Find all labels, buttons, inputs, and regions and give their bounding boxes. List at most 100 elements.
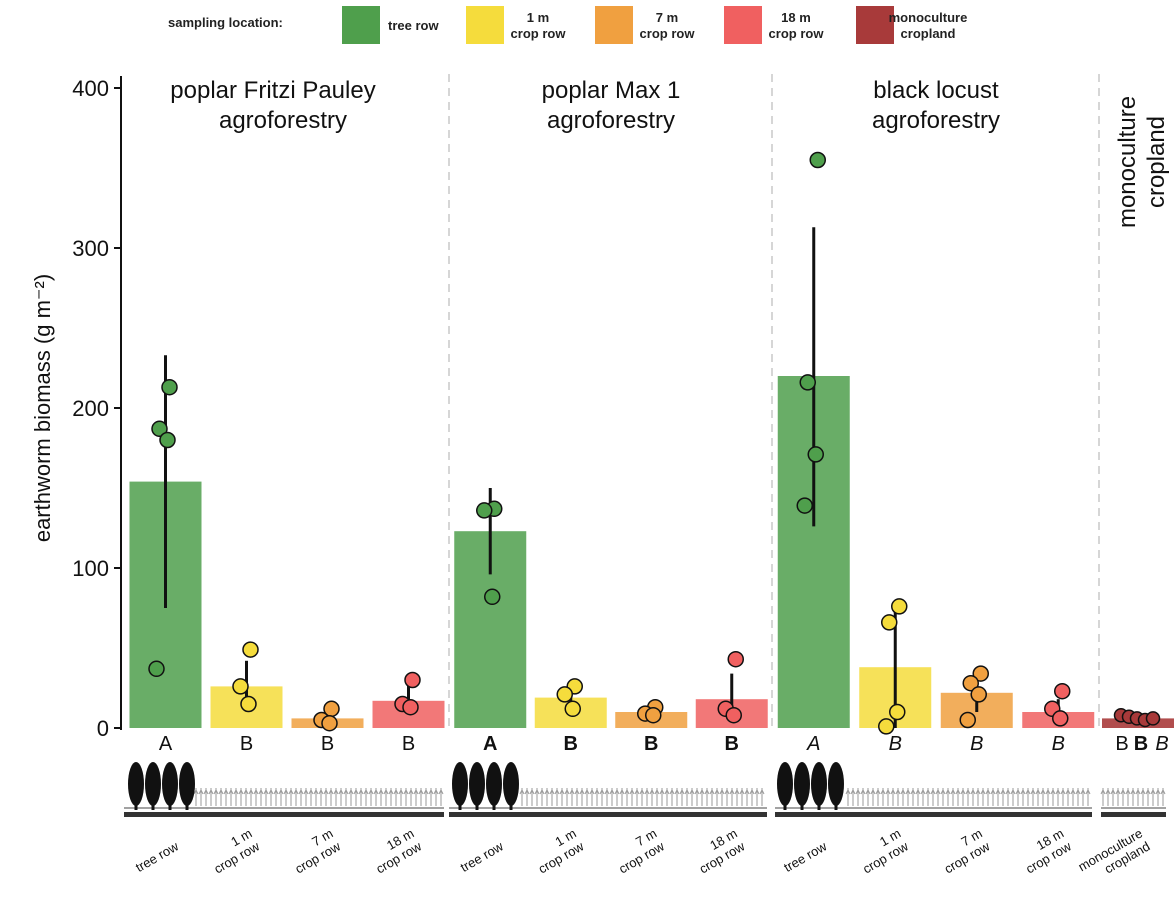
crop-plant [233, 788, 239, 806]
crop-plant [519, 788, 525, 806]
crop-plant [248, 788, 254, 806]
significance-letter: B [889, 733, 902, 755]
significance-letter: B [1115, 733, 1128, 755]
crop-plant [203, 788, 209, 806]
crop-plant [278, 788, 284, 806]
crop-plant [865, 788, 871, 806]
crop-plant [875, 788, 881, 806]
crop-plant [1110, 788, 1116, 806]
crop-plant [529, 788, 535, 806]
legend-label: 1 m [527, 10, 549, 25]
crop-plant [1145, 788, 1151, 806]
significance-letter: B [240, 733, 253, 755]
crop-plant [980, 788, 986, 806]
ground-line [1101, 812, 1166, 817]
panel-dividers [448, 74, 1100, 728]
crop-plant [1020, 788, 1026, 806]
crop-plant [368, 788, 374, 806]
crop-plant [1155, 788, 1161, 806]
legend-swatch [595, 6, 633, 44]
data-point [645, 706, 662, 724]
crop-plant [594, 788, 600, 806]
crop-plant [293, 788, 299, 806]
significance-letter: A [483, 733, 497, 755]
crop-plant [845, 788, 851, 806]
crop-plant [579, 788, 585, 806]
field-layout-icons [124, 762, 1166, 817]
y-tick-label: 300 [72, 236, 109, 261]
significance-letter: B [725, 733, 739, 755]
crop-plant [1150, 788, 1156, 806]
crop-plant [1060, 788, 1066, 806]
crop-plant [995, 788, 1001, 806]
data-point [891, 598, 908, 615]
data-point [232, 678, 249, 695]
legend-swatch [466, 6, 504, 44]
crop-plant [910, 788, 916, 806]
crop-plant [604, 788, 610, 806]
crop-plant [303, 788, 309, 806]
crop-plant [664, 788, 670, 806]
crop-plant [1100, 788, 1106, 806]
tree-trunk [458, 800, 462, 810]
x-tick-text: tree row [133, 838, 182, 875]
crop-plant [223, 788, 229, 806]
crop-plant [228, 788, 234, 806]
data-point [878, 718, 895, 735]
crop-plant [714, 788, 720, 806]
crop-plant [724, 788, 730, 806]
crop-plant [890, 788, 896, 806]
crop-plant [213, 788, 219, 806]
significance-letter: B [1134, 733, 1148, 755]
data-point [959, 711, 976, 729]
data-point [476, 502, 493, 519]
crop-plant [208, 788, 214, 806]
significance-letter: A [159, 733, 173, 755]
crop-plant [328, 788, 334, 806]
x-tick-label: tree row [458, 838, 507, 875]
data-point [972, 665, 989, 682]
crop-plant [1070, 788, 1076, 806]
crop-plant [860, 788, 866, 806]
crop-plant [1000, 788, 1006, 806]
crop-plant [348, 788, 354, 806]
significance-letter: B [402, 733, 415, 755]
legend-label: crop row [640, 26, 696, 41]
tree [503, 762, 519, 806]
tree-trunk [492, 800, 496, 810]
crop-plant [198, 788, 204, 806]
panel-title: agroforestry [872, 107, 1000, 134]
tree-trunk [168, 800, 172, 810]
crop-plant [990, 788, 996, 806]
crop-plant [850, 788, 856, 806]
crop-plant [218, 788, 224, 806]
data-point [807, 446, 824, 463]
crop-plant [679, 788, 685, 806]
crop-plant [258, 788, 264, 806]
legend-label: cropland [901, 26, 956, 41]
crop-plant [1005, 788, 1011, 806]
data-point [799, 374, 816, 391]
crop-plant [343, 788, 349, 806]
ground-line [775, 812, 1092, 817]
crop-plant [1080, 788, 1086, 806]
crop-plant [1035, 788, 1041, 806]
tree [777, 762, 793, 806]
crop-plant [1045, 788, 1051, 806]
y-tick-label: 0 [97, 716, 109, 741]
crop-plant [358, 788, 364, 806]
crop-plant [659, 788, 665, 806]
data-points [148, 151, 1161, 735]
tree-trunk [817, 800, 821, 810]
crop-plant [283, 788, 289, 806]
y-axis-title: earthworm biomass (g m⁻²) [30, 274, 55, 542]
y-tick-label: 200 [72, 396, 109, 421]
data-point [402, 698, 419, 716]
significance-letter: B [1155, 733, 1168, 755]
crop-plant [649, 788, 655, 806]
significance-letter: B [644, 733, 658, 755]
crop-plant [524, 788, 530, 806]
